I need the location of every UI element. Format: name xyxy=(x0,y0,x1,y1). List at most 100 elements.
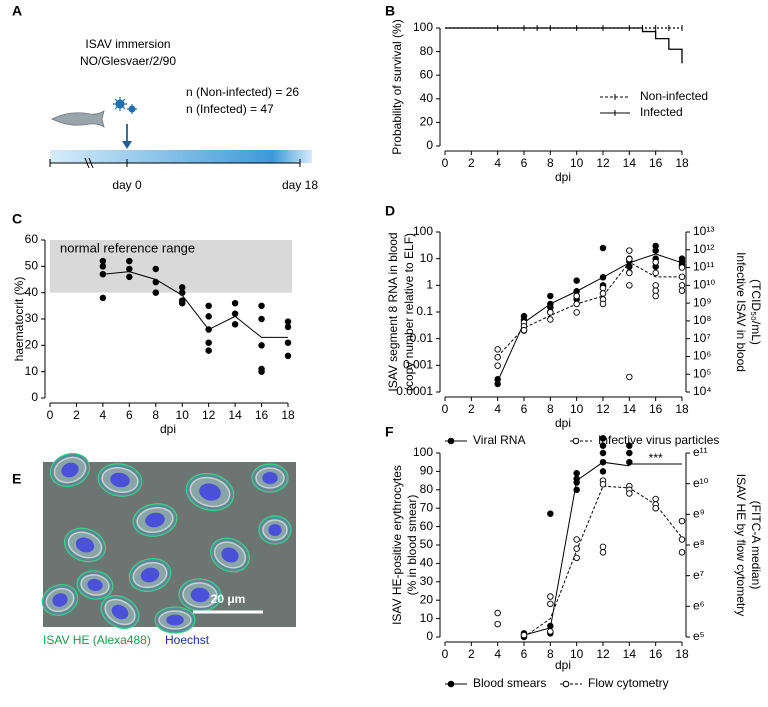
y-tick-label: 0 xyxy=(426,138,433,152)
significance-label: *** xyxy=(649,451,663,465)
y2-tick-label: e⁶ xyxy=(693,599,705,613)
data-point xyxy=(573,277,580,284)
panel-label: C xyxy=(12,211,22,227)
x-tick-label: 2 xyxy=(468,402,475,416)
nucleus xyxy=(52,593,68,607)
data-point xyxy=(599,290,607,297)
data-point xyxy=(652,247,659,254)
x-tick-label: 14 xyxy=(623,647,637,661)
band-label: normal reference range xyxy=(60,240,195,255)
mean-line xyxy=(102,271,288,338)
data-point xyxy=(599,449,607,457)
timeline-label: day 0 xyxy=(112,178,142,192)
x-tick-label: 10 xyxy=(570,402,584,416)
virus-icon xyxy=(113,97,137,114)
nucleus xyxy=(221,547,239,563)
legend-marker xyxy=(447,680,455,688)
y2-tick-label: 10⁸ xyxy=(693,313,711,327)
y-tick-label: 0.1 xyxy=(416,304,433,318)
cells xyxy=(41,452,292,634)
data-point xyxy=(678,264,686,271)
data-point xyxy=(599,549,607,556)
y-tick-label: 0.001 xyxy=(403,358,433,372)
legend-marker xyxy=(562,680,570,688)
data-point xyxy=(626,490,633,497)
data-point xyxy=(599,468,607,475)
legend-label: Non-infected xyxy=(640,89,708,103)
y-tick-label: 1 xyxy=(426,278,433,292)
data-point xyxy=(126,257,133,265)
y-tick-label: 90 xyxy=(420,464,434,478)
data-point xyxy=(678,549,686,556)
legend-label: Flow cytometry xyxy=(588,676,669,690)
data-point xyxy=(494,354,501,361)
x-tick-label: 6 xyxy=(521,156,528,170)
x-axis-label: dpi xyxy=(555,416,571,430)
x-tick-label: 2 xyxy=(468,647,475,661)
data-point xyxy=(231,321,239,328)
x-tick-label: 6 xyxy=(521,402,528,416)
data-point xyxy=(652,504,659,512)
data-point xyxy=(99,257,107,265)
x-tick-label: 18 xyxy=(675,156,689,170)
panel-label: F xyxy=(385,424,394,440)
x-axis-label: dpi xyxy=(555,170,571,184)
y-tick-label: 60 xyxy=(25,232,39,246)
data-point xyxy=(573,292,580,300)
data-point xyxy=(205,302,212,310)
data-point xyxy=(494,380,501,388)
y-tick-label: 30 xyxy=(25,311,39,325)
x-tick-label: 4 xyxy=(494,647,501,661)
x-tick-label: 2 xyxy=(468,156,475,170)
x-tick-label: 12 xyxy=(596,402,610,416)
y-tick-label: 40 xyxy=(420,91,434,105)
data-point xyxy=(205,326,212,333)
y-tick-label: 10 xyxy=(25,364,39,378)
data-point xyxy=(152,278,160,286)
x-tick-label: 14 xyxy=(623,402,637,416)
data-point xyxy=(652,287,659,294)
x-tick-label: 0 xyxy=(442,156,449,170)
data-point xyxy=(678,517,686,525)
legend-label: Viral RNA xyxy=(473,433,525,447)
data-point xyxy=(494,362,501,369)
y2-tick-label: 10⁹ xyxy=(693,295,712,309)
strain: NO/Glesvaer/2/90 xyxy=(80,54,176,68)
x-tick-label: 2 xyxy=(73,408,80,422)
x-tick-label: 12 xyxy=(596,647,610,661)
data-point xyxy=(652,282,659,289)
data-point xyxy=(678,273,686,281)
legend-marker xyxy=(572,437,580,445)
data-point xyxy=(547,316,554,323)
x-tick-label: 18 xyxy=(281,408,295,422)
data-point xyxy=(626,247,633,254)
x-tick-label: 6 xyxy=(126,408,133,422)
y-tick-label: 100 xyxy=(413,224,433,238)
data-point xyxy=(547,510,554,517)
x-tick-label: 4 xyxy=(494,156,501,170)
data-point xyxy=(652,495,659,503)
data-point xyxy=(626,373,633,381)
data-point xyxy=(678,287,686,294)
data-point xyxy=(573,300,580,308)
mean-line xyxy=(497,261,682,357)
data-point xyxy=(494,346,501,353)
data-point xyxy=(547,600,554,608)
data-point xyxy=(178,289,186,296)
panel-a: A ISAV immersion NO/Glesvaer/2/90 n (Non… xyxy=(12,3,318,192)
x-tick-label: 16 xyxy=(649,402,663,416)
chart: B 0 2 4 6 8 10 12 14 16 18 0 20 40 60 80 100 dpi Probabili… xyxy=(385,3,708,184)
data-point xyxy=(99,270,107,278)
x-tick-label: 4 xyxy=(494,402,501,416)
panel-label: E xyxy=(12,471,21,487)
y-tick-label: 0 xyxy=(31,390,38,404)
y-tick-label: 30 xyxy=(420,574,434,588)
x-tick-label: 10 xyxy=(570,647,584,661)
chart: D 0 2 4 6 8 10 12 14 16 18 0.0001 0.001 0.01 0.1 1 10 100… xyxy=(385,203,763,447)
y-axis-label: (copy number relative to ELF) xyxy=(402,233,416,391)
data-point xyxy=(599,543,607,551)
x-tick-label: 18 xyxy=(675,402,689,416)
nucleus xyxy=(110,472,130,488)
